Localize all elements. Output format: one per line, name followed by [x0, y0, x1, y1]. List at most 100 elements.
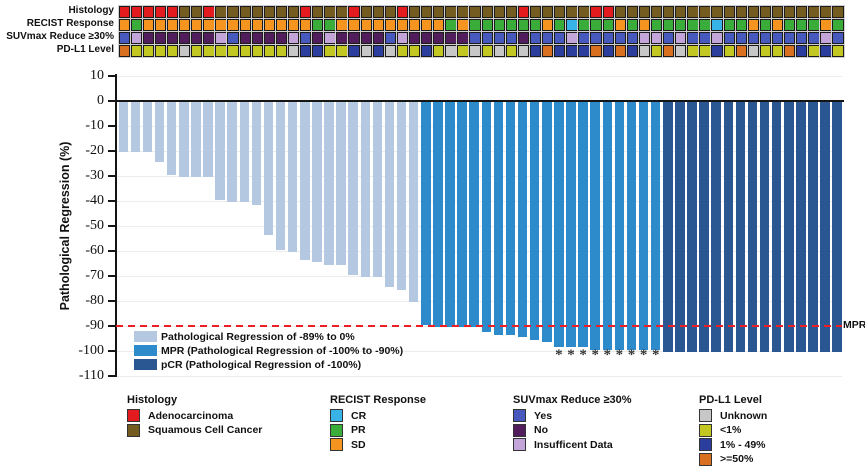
- track-cell: [687, 6, 699, 18]
- track-cell: [529, 45, 542, 57]
- track-cell: [566, 6, 578, 18]
- track-cell: [796, 32, 808, 44]
- track-cell: [154, 45, 167, 57]
- track-cell: [348, 6, 360, 18]
- track-cell: [832, 6, 844, 18]
- track-cell: [784, 45, 796, 57]
- track-cell: [239, 19, 251, 31]
- track-cell: [602, 45, 614, 57]
- gridline: [117, 126, 842, 127]
- y-tick: [108, 225, 116, 227]
- track-cell: [142, 6, 155, 18]
- track-cell: [796, 6, 808, 18]
- track-cell: [469, 32, 481, 44]
- track-cell: [179, 19, 191, 31]
- track-cell: [275, 19, 288, 31]
- mpr-line-label: MPR: [843, 319, 865, 331]
- legend-item-label: <1%: [720, 424, 742, 436]
- track-cell: [300, 45, 312, 57]
- regression-bar: [227, 102, 237, 202]
- y-tick-label: -100: [78, 343, 104, 358]
- track-cell: [735, 45, 747, 57]
- track-cell: [384, 32, 397, 44]
- regression-bar: [663, 102, 673, 352]
- track-cell: [251, 19, 263, 31]
- track-cell: [130, 32, 142, 44]
- track-cell: [699, 19, 711, 31]
- y-tick-label: -80: [85, 293, 104, 308]
- legend-item-swatch: [513, 423, 526, 437]
- track-cell: [227, 6, 239, 18]
- gridline: [117, 251, 842, 252]
- regression-bar: [554, 102, 564, 347]
- track-cell: [324, 6, 336, 18]
- track-cell: [324, 32, 336, 44]
- track-cell: [796, 19, 808, 31]
- significance-asterisk: *: [651, 347, 660, 363]
- track-cell: [239, 45, 251, 57]
- y-tick: [108, 300, 116, 302]
- legend-item-swatch: [513, 438, 526, 451]
- track-cell: [421, 45, 433, 57]
- track-cell: [675, 19, 687, 31]
- track-cell: [336, 45, 348, 57]
- track-cell: [808, 6, 820, 18]
- track-cell: [421, 32, 433, 44]
- track-cell: [493, 19, 505, 31]
- track-cell: [626, 6, 639, 18]
- track-cell: [130, 6, 142, 18]
- track-cell: [300, 6, 312, 18]
- regression-bar: [384, 102, 395, 287]
- track-cell: [771, 19, 784, 31]
- track-cell: [481, 45, 493, 57]
- track-cell: [614, 32, 626, 44]
- track-cell: [324, 45, 336, 57]
- track-cell: [179, 6, 191, 18]
- track-cell: [239, 32, 251, 44]
- track-cell: [832, 19, 844, 31]
- track-cell: [457, 32, 469, 44]
- track-cell: [650, 19, 663, 31]
- regression-bar: [166, 102, 177, 175]
- track-cell: [529, 32, 542, 44]
- regression-bar: [650, 102, 661, 350]
- track-cell: [348, 45, 360, 57]
- track-cell: [203, 6, 215, 18]
- significance-asterisk: *: [555, 347, 563, 363]
- track-cell: [433, 32, 445, 44]
- zero-baseline: [115, 100, 844, 102]
- track-cell: [723, 19, 735, 31]
- track-cell: [130, 45, 142, 57]
- track-cell: [118, 19, 130, 31]
- track-cell: [408, 32, 421, 44]
- legend-item-label: Unknown: [720, 409, 768, 422]
- regression-bar: [723, 102, 733, 352]
- regression-bar: [771, 102, 782, 352]
- track-cell: [118, 45, 130, 57]
- track-cell: [820, 6, 832, 18]
- track-cell: [554, 19, 566, 31]
- track-cell: [469, 45, 481, 57]
- regression-bar: [421, 102, 431, 325]
- y-tick-label: 0: [97, 93, 104, 108]
- track-cell: [191, 45, 203, 57]
- track-cell: [263, 45, 276, 57]
- gridline: [117, 226, 842, 227]
- track-cell: [723, 45, 735, 57]
- track-cell: [602, 6, 614, 18]
- legend-item-label: Squamous Cell Cancer: [148, 424, 263, 436]
- significance-asterisk: *: [627, 347, 636, 363]
- legend-swatch-light: [134, 331, 157, 342]
- track-cell: [445, 19, 457, 31]
- regression-bar: [759, 102, 770, 352]
- track-cell: [747, 6, 760, 18]
- track-cell: [747, 32, 760, 44]
- track-cell: [251, 32, 263, 44]
- track-cell: [360, 45, 372, 57]
- legend-group-title: RECIST Response: [330, 394, 426, 406]
- legend-item-swatch: [127, 409, 140, 422]
- regression-bar: [602, 102, 612, 350]
- track-cell: [215, 19, 227, 31]
- regression-bar: [300, 102, 310, 260]
- track-cell: [372, 32, 384, 44]
